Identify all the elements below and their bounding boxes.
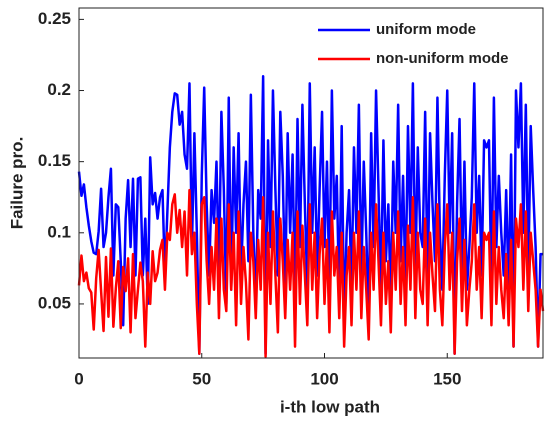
y-tick-label: 0.05 (38, 293, 71, 312)
legend-label: uniform mode (376, 21, 476, 38)
x-tick-label: 50 (192, 369, 211, 388)
y-axis-label: Failure pro. (7, 137, 26, 230)
plot-frame (78, 7, 544, 359)
y-tick-label: 0.2 (47, 80, 71, 99)
x-axis-label: i-th low path (280, 397, 380, 416)
x-tick-label: 0 (74, 369, 83, 388)
series-line (77, 188, 545, 358)
y-tick-label: 0.1 (47, 222, 71, 241)
legend-label: non-uniform mode (376, 50, 508, 67)
y-tick-label: 0.25 (38, 9, 71, 28)
y-tick-label: 0.15 (38, 151, 71, 170)
x-tick-label: 100 (310, 369, 338, 388)
x-tick-label: 150 (433, 369, 461, 388)
series-line (77, 75, 543, 355)
